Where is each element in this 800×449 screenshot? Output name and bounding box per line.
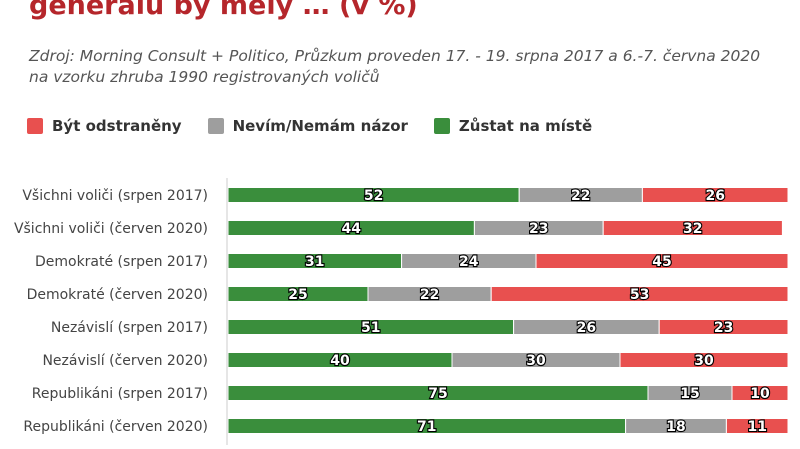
legend-label-keep: Zůstat na místě: [458, 117, 593, 135]
bar-segment[interactable]: [731, 385, 789, 401]
category-label: Všichni voliči (srpen 2017): [22, 188, 208, 204]
bar-value-label: 22: [420, 287, 439, 303]
bar-value-label: 45: [652, 254, 671, 270]
bar-segment[interactable]: [535, 253, 789, 269]
bar-segment[interactable]: [725, 418, 789, 434]
bar-segment[interactable]: [658, 319, 789, 335]
category-label: Republikáni (červen 2020): [23, 419, 208, 435]
bar-value-label: 25: [288, 287, 307, 303]
legend-swatch-remove: [27, 118, 43, 134]
category-label: Demokraté (srpen 2017): [35, 254, 208, 270]
chart-title: generálů by měly … (v %): [29, 0, 418, 21]
legend-swatch-unsure: [207, 118, 224, 134]
bar-value-label: 30: [526, 353, 546, 369]
bar-value-label: 31: [305, 254, 324, 270]
bar-value-label: 75: [428, 386, 447, 402]
category-label: Nezávislí (srpen 2017): [51, 320, 208, 336]
bar-value-label: 26: [705, 188, 724, 204]
bar-value-label: 30: [694, 353, 714, 369]
bar-value-label: 51: [361, 320, 380, 336]
bar-value-label: 52: [364, 188, 383, 204]
source-note: Zdroj: Morning Consult + Politico, Průzk…: [29, 47, 761, 86]
bar-value-label: 44: [341, 221, 361, 237]
category-label: Všichni voliči (červen 2020): [14, 221, 208, 237]
legend-item-remove[interactable]: Být odstraněny: [27, 117, 182, 135]
bar-value-label: 23: [529, 221, 548, 237]
bar-segment[interactable]: [490, 286, 789, 302]
legend-item-keep[interactable]: Zůstat na místě: [433, 117, 593, 135]
bar-value-label: 23: [714, 320, 733, 336]
bar-value-label: 11: [747, 419, 766, 435]
category-label: Demokraté (červen 2020): [27, 287, 208, 303]
bar-segment[interactable]: [619, 352, 789, 368]
bar-value-label: 15: [680, 386, 699, 402]
legend-swatch-keep: [433, 118, 450, 134]
legend-label-unsure: Nevím/Nemám názor: [232, 117, 408, 135]
bar-value-label: 10: [750, 386, 770, 402]
legend-label-remove: Být odstraněny: [52, 117, 182, 135]
category-label: Republikáni (srpen 2017): [32, 386, 208, 402]
bar-value-label: 53: [630, 287, 649, 303]
bar-segment[interactable]: [602, 220, 783, 236]
bar-value-label: 40: [330, 353, 350, 369]
category-label: Nezávislí (červen 2020): [42, 353, 208, 369]
bar-segment[interactable]: [641, 187, 789, 203]
bar-value-label: 71: [417, 419, 436, 435]
bar-value-label: 32: [683, 221, 702, 237]
bar-value-label: 18: [666, 419, 685, 435]
chart-legend: Být odstraněny Nevím/Nemám názor Zůstat …: [27, 117, 618, 135]
bar-value-label: 26: [577, 320, 596, 336]
bar-value-label: 22: [571, 188, 590, 204]
legend-item-unsure[interactable]: Nevím/Nemám názor: [207, 117, 408, 135]
bar-value-label: 24: [459, 254, 479, 270]
